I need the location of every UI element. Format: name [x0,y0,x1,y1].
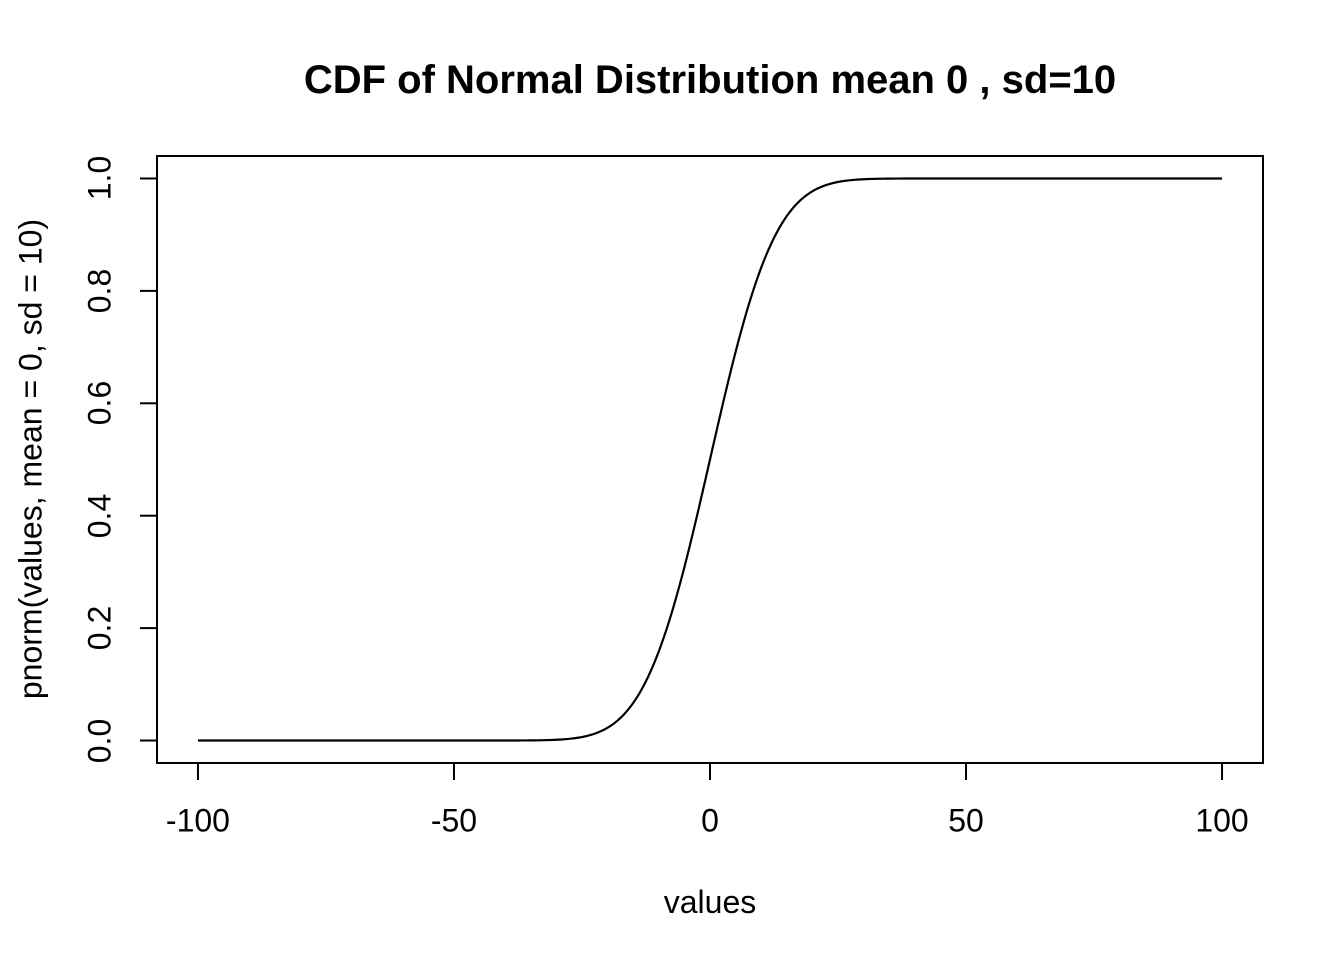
y-tick-label: 0.6 [81,381,118,426]
y-tick-label: 0.8 [81,268,118,314]
chart-title: CDF of Normal Distribution mean 0 , sd=1… [303,58,1117,102]
y-tick-label: 1.0 [81,156,118,201]
x-axis-title: values [663,884,757,920]
x-tick-label: 50 [948,802,984,839]
y-tick-label: 0.2 [81,605,118,651]
y-axis-title: pnorm(values, mean = 0, sd = 10) [12,218,49,700]
x-tick-label: -100 [165,802,230,839]
plot-box [156,155,1264,764]
cdf-curve [197,177,1223,742]
x-tick-label: -50 [430,802,478,839]
y-tick-label: 0.0 [81,718,118,763]
y-tick-label: 0.4 [81,493,118,538]
x-tick-label: 100 [1195,802,1249,839]
x-tick-label: 0 [701,802,719,839]
